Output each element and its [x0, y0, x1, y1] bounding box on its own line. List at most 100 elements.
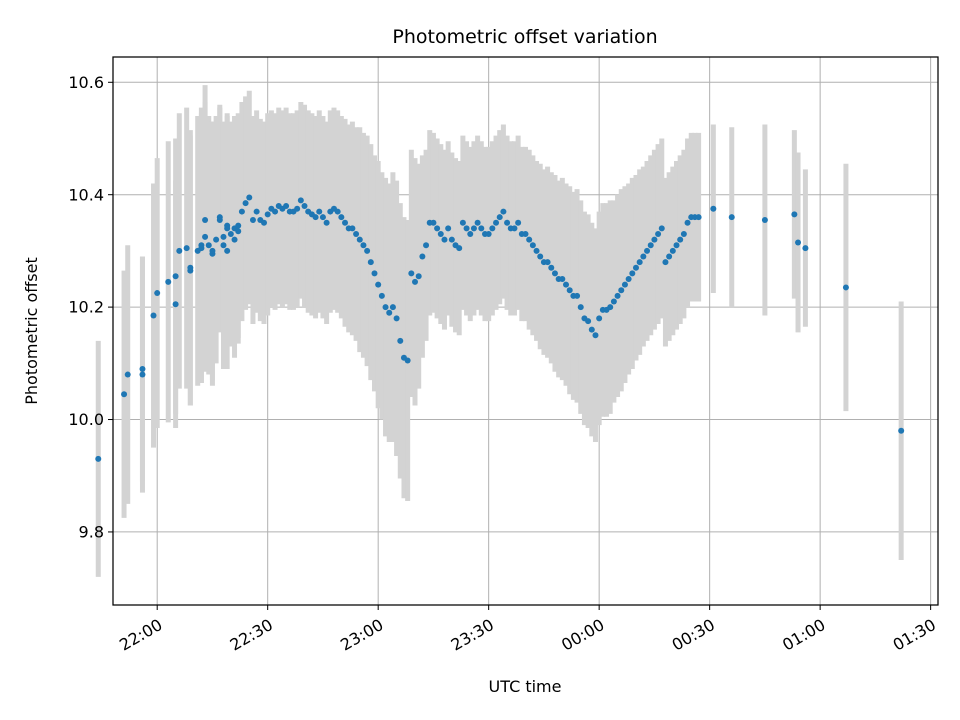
data-point [220, 233, 227, 240]
chart-title: Photometric offset variation [392, 26, 657, 48]
data-point [183, 245, 190, 252]
y-tick-label: 10.6 [68, 73, 104, 92]
data-point [640, 253, 647, 260]
data-point [563, 281, 570, 288]
data-point [216, 216, 223, 223]
data-point [121, 391, 128, 398]
data-point [176, 247, 183, 254]
data-point [463, 225, 470, 232]
data-point [235, 228, 242, 235]
data-point [500, 208, 507, 215]
data-point [588, 326, 595, 333]
data-point [636, 259, 643, 266]
data-point [651, 236, 658, 243]
data-point [842, 284, 849, 291]
data-point [680, 231, 687, 238]
data-point [470, 225, 477, 232]
data-point [224, 225, 231, 232]
data-point [342, 219, 349, 226]
data-point [367, 259, 374, 266]
data-point [393, 315, 400, 322]
data-point [761, 216, 768, 223]
data-point [220, 242, 227, 249]
data-point [419, 253, 426, 260]
data-point [566, 287, 573, 294]
data-point [515, 219, 522, 226]
data-point [238, 208, 245, 215]
data-point [423, 242, 430, 249]
data-point [459, 219, 466, 226]
data-point [202, 233, 209, 240]
data-point [139, 371, 146, 378]
data-point [356, 236, 363, 243]
data-point [544, 259, 551, 266]
data-point [574, 292, 581, 299]
data-point [559, 276, 566, 283]
data-point [632, 264, 639, 271]
data-point [397, 337, 404, 344]
data-point [522, 231, 529, 238]
data-point [209, 247, 216, 254]
data-point [360, 242, 367, 249]
data-point [349, 225, 356, 232]
data-point [235, 222, 242, 229]
data-point [139, 365, 146, 372]
data-point [404, 357, 411, 364]
data-point [533, 247, 540, 254]
data-point [249, 216, 256, 223]
data-point [297, 197, 304, 204]
y-axis-label: Photometric offset [22, 257, 41, 405]
data-point [614, 292, 621, 299]
data-point [415, 273, 422, 280]
data-point [592, 332, 599, 339]
data-point [529, 242, 536, 249]
data-point [323, 219, 330, 226]
data-point [294, 205, 301, 212]
data-point [205, 242, 212, 249]
data-point [253, 208, 260, 215]
data-point [334, 208, 341, 215]
data-point [795, 239, 802, 246]
data-point [441, 236, 448, 243]
data-point [684, 219, 691, 226]
data-point [610, 298, 617, 305]
data-point [375, 281, 382, 288]
data-point [386, 309, 393, 316]
data-point [478, 225, 485, 232]
data-point [95, 455, 102, 462]
plot-frame [112, 56, 939, 606]
data-point [577, 304, 584, 311]
data-point [389, 304, 396, 311]
data-point [154, 290, 161, 297]
data-point [485, 231, 492, 238]
data-point [202, 216, 209, 223]
data-point [607, 304, 614, 311]
data-point [493, 219, 500, 226]
data-point [319, 214, 326, 221]
data-point [353, 231, 360, 238]
y-tick-label: 9.8 [79, 523, 104, 542]
data-point [198, 245, 205, 252]
data-point [412, 278, 419, 285]
data-point [802, 245, 809, 252]
data-point [791, 211, 798, 218]
y-tick-label: 10.0 [68, 410, 104, 429]
x-axis-label: UTC time [489, 677, 562, 696]
data-point [647, 242, 654, 249]
data-point [301, 202, 308, 209]
data-point [430, 219, 437, 226]
data-point [511, 225, 518, 232]
data-point [537, 253, 544, 260]
data-point [504, 219, 511, 226]
data-point [261, 219, 268, 226]
data-point [474, 219, 481, 226]
data-point [710, 205, 717, 212]
y-axis-ticks: 9.8 10.0 10.2 10.4 10.6 [68, 73, 113, 542]
data-point [382, 304, 389, 311]
data-point [408, 270, 415, 277]
data-point [165, 278, 172, 285]
data-point [246, 194, 253, 201]
data-point [316, 208, 323, 215]
data-point [662, 259, 669, 266]
data-point [242, 200, 249, 207]
